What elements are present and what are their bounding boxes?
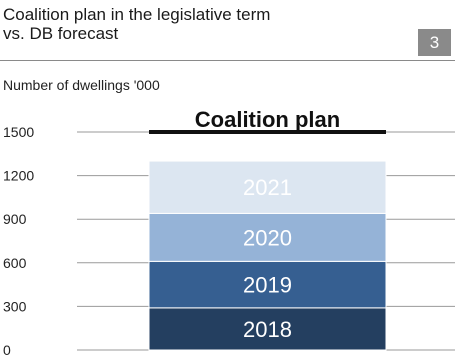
segment-label-2020: 2020 [243,225,292,250]
y-tick-label-1200: 1200 [3,168,34,184]
bar-segment-2020 [148,212,387,262]
y-tick-label-1500: 1500 [3,124,34,140]
y-tick-label-300: 300 [3,298,27,314]
bar-segment-2018 [148,307,387,351]
segment-label-2021: 2021 [243,175,292,200]
category-label: Coalition plan [195,107,340,132]
chart-title-line-1: Coalition plan in the legislative term [3,5,271,24]
y-tick-label-900: 900 [3,211,27,227]
chart-title: Coalition plan in the legislative term v… [3,5,403,43]
title-divider [0,60,455,61]
segment-label-2018: 2018 [243,317,292,342]
y-tick-label-600: 600 [3,255,27,271]
segment-label-2019: 2019 [243,273,292,298]
y-unit-label: Number of dwellings '000 [3,77,160,93]
chart-number-badge: 3 [418,29,451,56]
bar-segment-2021 [148,160,387,214]
y-tick-label-0: 0 [3,342,11,356]
chart-title-line-2: vs. DB forecast [3,24,119,43]
